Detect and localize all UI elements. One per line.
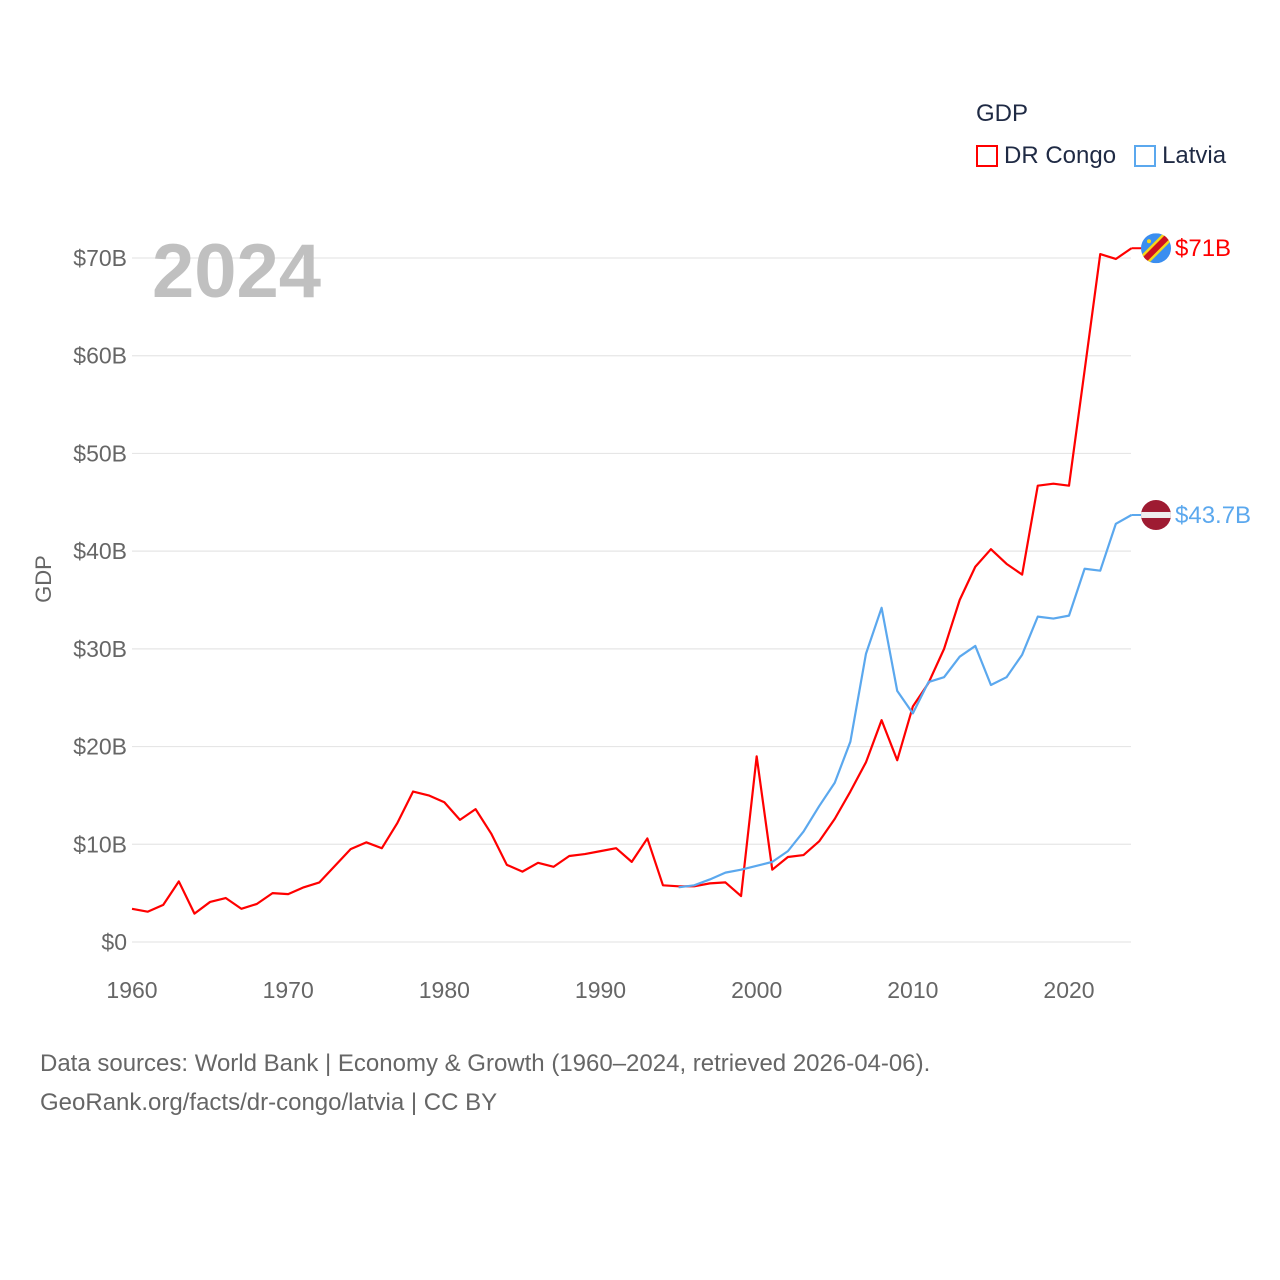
- x-tick-label: 1970: [263, 977, 314, 1003]
- y-tick-label: $10B: [73, 831, 127, 857]
- legend-swatch-latvia: [1134, 145, 1157, 167]
- series-line-dr-congo: [131, 247, 1133, 915]
- x-tick-label: 2000: [731, 977, 782, 1003]
- y-tick-label: $40B: [73, 538, 127, 564]
- x-tick-label: 2020: [1043, 977, 1094, 1003]
- series-line-latvia: [678, 514, 1133, 889]
- y-axis-label: GDP: [31, 555, 56, 603]
- dr-congo-flag-icon: [1141, 233, 1171, 264]
- legend-title: GDP: [976, 100, 1029, 127]
- x-tick-label: 1990: [575, 977, 626, 1003]
- legend: DR Congo Latvia: [976, 142, 1226, 170]
- x-tick-label: 2010: [887, 977, 938, 1003]
- x-tick-label: 1960: [106, 977, 157, 1003]
- source-link[interactable]: GeoRank.org/facts/dr-congo/latvia | CC B…: [40, 1089, 498, 1116]
- x-tick-label: 1980: [419, 977, 470, 1003]
- latvia-flag-icon: [1141, 499, 1171, 530]
- legend-item-latvia[interactable]: Latvia: [1134, 142, 1226, 170]
- year-label: 2024: [152, 229, 322, 314]
- source-note: Data sources: World Bank | Economy & Gro…: [40, 1044, 930, 1122]
- y-tick-label: $30B: [73, 636, 127, 662]
- source-line-1: Data sources: World Bank | Economy & Gro…: [40, 1050, 931, 1077]
- y-tick-label: $50B: [73, 440, 127, 466]
- legend-label: DR Congo: [1004, 142, 1117, 169]
- y-tick-label: $70B: [73, 245, 127, 271]
- legend-swatch-dr-congo: [976, 145, 998, 167]
- legend-label: Latvia: [1162, 142, 1227, 169]
- y-tick-label: $60B: [73, 343, 127, 369]
- y-tick-label: $20B: [73, 734, 127, 760]
- end-value-label: $43.7B: [1175, 502, 1251, 529]
- end-value-label: $71B: [1175, 235, 1231, 262]
- y-tick-label: $0: [101, 929, 127, 955]
- legend-item-dr-congo[interactable]: DR Congo: [976, 142, 1116, 170]
